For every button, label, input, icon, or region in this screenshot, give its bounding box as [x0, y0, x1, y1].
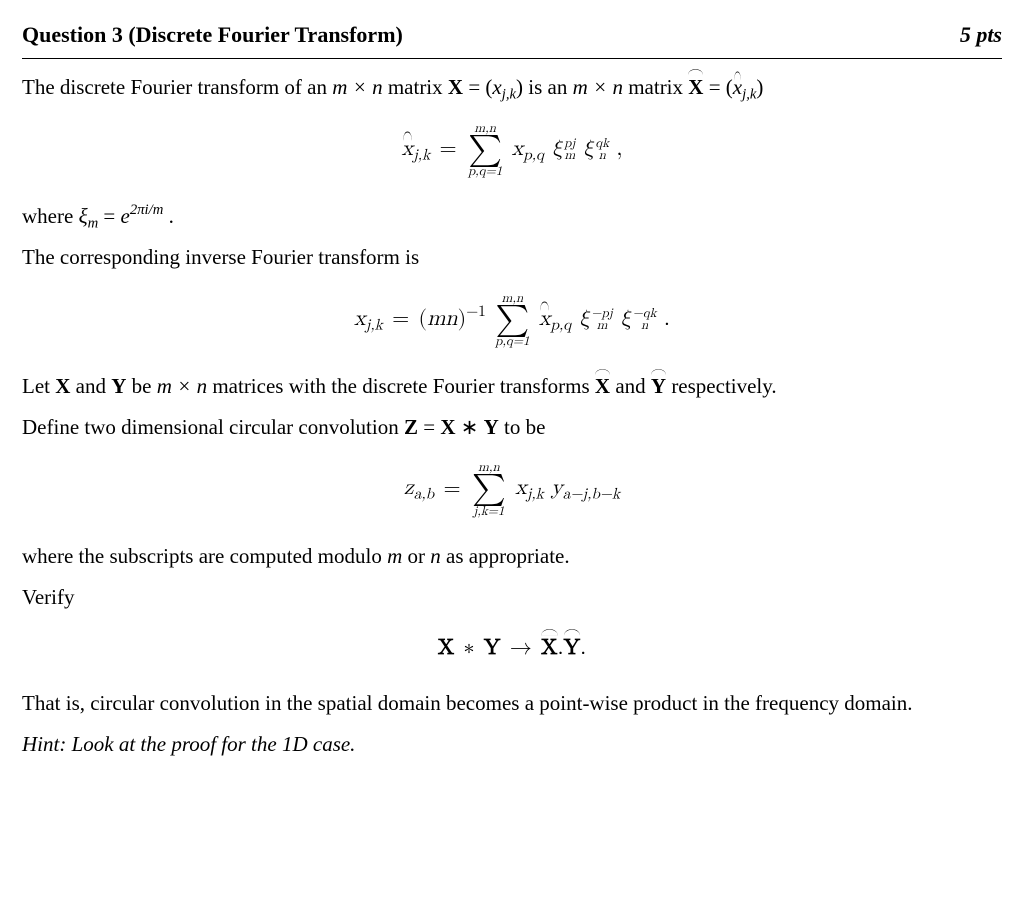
define-eq: = X ∗ Y	[423, 415, 499, 439]
xi-eq-e: = e	[103, 204, 129, 228]
eq3-x: x	[515, 478, 527, 500]
eq4-period: .	[580, 637, 586, 659]
where-text: where	[22, 204, 79, 228]
eq2-xi1-ss: −pjm	[591, 308, 612, 331]
question-title: Question 3 (Discrete Fourier Transform)	[22, 18, 403, 52]
eq4-arrow: →	[508, 637, 534, 659]
define-b: to be	[504, 415, 545, 439]
sigma-icon-2: ∑	[495, 306, 529, 335]
verify-paragraph: Verify	[22, 581, 1002, 614]
eq4-conv: ∗	[462, 637, 477, 659]
xi-definition: where ξm = e2πi/m .	[22, 200, 1002, 233]
eq3-sum: m,n ∑ j,k=1	[472, 461, 506, 518]
question-points: 5 pts	[960, 18, 1002, 52]
equation-result: X ∗ Y → X.Y.	[22, 631, 1002, 665]
equation-convolution: za,b = m,n ∑ j,k=1 xj,k ya−j,b−k	[22, 461, 1002, 518]
eq2-sum-bot: p,q=1	[495, 334, 529, 348]
subscripts-a: where the subscripts are computed modulo	[22, 544, 387, 568]
eq2-equals: =	[390, 308, 411, 330]
let-e: and	[615, 374, 651, 398]
eq1-xi2: ξ	[583, 138, 595, 160]
let-c: be	[132, 374, 157, 398]
eq3-y-sub: a−j,b−k	[563, 487, 620, 502]
eq1-xi2-ss: qkn	[595, 138, 609, 161]
let-Y: Y	[111, 374, 126, 398]
hint-paragraph: Hint: Look at the proof for the 1D case.	[22, 728, 1002, 761]
eq3-x-sub: j,k	[527, 487, 544, 502]
eq1-tail: ,	[616, 138, 622, 160]
subscripts-b: or	[408, 544, 431, 568]
let-a: Let	[22, 374, 55, 398]
let-f: respectively.	[671, 374, 776, 398]
eq2-lhs-x: x	[354, 308, 366, 330]
define-paragraph: Define two dimensional circular convolut…	[22, 411, 1002, 444]
X-eq: = (xj,k)	[468, 75, 523, 99]
inverse-intro: The corresponding inverse Fourier transf…	[22, 241, 1002, 274]
subscripts-c: as appropriate.	[446, 544, 570, 568]
sigma-icon-3: ∑	[472, 475, 506, 504]
eq4-X: X	[438, 637, 455, 659]
intro-text-c: is an	[528, 75, 572, 99]
eq2-tail: .	[664, 308, 670, 330]
eq1-xi1: ξ	[552, 138, 564, 160]
let-Xhat: X	[595, 370, 610, 403]
matrix-Xhat: X	[688, 71, 703, 104]
question-page: Question 3 (Discrete Fourier Transform) …	[0, 0, 1024, 905]
eq4-Y: Y	[484, 637, 501, 659]
eq3-y: y	[551, 478, 563, 500]
xi-var: ξ	[79, 204, 88, 228]
eq1-equals: =	[438, 138, 459, 160]
eq2-xi2: ξ	[620, 308, 632, 330]
sigma-icon: ∑	[468, 136, 502, 165]
eq1-sum: m,n ∑ p,q=1	[468, 122, 502, 179]
matrix-X: X	[448, 75, 463, 99]
define-a: Define two dimensional circular convolut…	[22, 415, 404, 439]
eq3-z: z	[404, 478, 414, 500]
eq4-Yhat: Y	[564, 631, 581, 665]
eq2-xi1: ξ	[579, 308, 591, 330]
eq1-lhs-x: x	[401, 132, 413, 166]
equation-idft: xj,k = (mn)−1 m,n ∑ p,q=1 xp,q ξ−pjm ξ−q…	[22, 292, 1002, 349]
subscripts-paragraph: where the subscripts are computed modulo…	[22, 540, 1002, 573]
eq1-xpq: x	[512, 138, 524, 160]
xi-sub: m	[88, 216, 99, 232]
eq1-xpq-sub: p,q	[523, 147, 544, 162]
equation-dft: xj,k = m,n ∑ p,q=1 xp,q ξpjm ξqkn ,	[22, 122, 1002, 179]
mxn-2: m × n	[573, 75, 623, 99]
let-paragraph: Let X and Y be m × n matrices with the d…	[22, 370, 1002, 403]
mxn-1: m × n	[332, 75, 382, 99]
intro-text-a: The discrete Fourier transform of an	[22, 75, 332, 99]
sub-n: n	[430, 544, 441, 568]
header-divider	[22, 58, 1002, 59]
eq4-Xhat: X	[541, 631, 558, 665]
let-X: X	[55, 374, 70, 398]
sub-m: m	[387, 544, 402, 568]
eq2-sum: m,n ∑ p,q=1	[495, 292, 529, 349]
let-d: matrices with the discrete Fourier trans…	[212, 374, 595, 398]
define-Z: Z	[404, 415, 418, 439]
eq3-eq: =	[442, 478, 470, 500]
conclusion-paragraph: That is, circular convolution in the spa…	[22, 687, 1002, 720]
eq3-sum-bot: j,k=1	[473, 504, 504, 518]
Xhat-eq: = (xj,k)	[709, 75, 764, 99]
eq2-mn: (mn)	[419, 308, 467, 330]
intro-text-b: matrix	[388, 75, 448, 99]
eq2-mn-sup: −1	[466, 303, 486, 318]
eq2-xhat-sub: p,q	[550, 317, 571, 332]
mxn-3: m × n	[157, 374, 207, 398]
xi-period: .	[169, 204, 174, 228]
let-b: and	[76, 374, 112, 398]
intro-paragraph: The discrete Fourier transform of an m ×…	[22, 71, 1002, 104]
eq1-sum-bot: p,q=1	[468, 164, 502, 178]
let-Yhat: Y	[651, 370, 666, 403]
eq3-z-sub: a,b	[414, 487, 435, 502]
intro-text-d: matrix	[628, 75, 688, 99]
eq2-xi2-ss: −qkn	[633, 308, 657, 331]
eq1-lhs-sub: j,k	[413, 147, 430, 162]
question-header: Question 3 (Discrete Fourier Transform) …	[22, 18, 1002, 58]
eq2-lhs-sub: j,k	[366, 317, 383, 332]
eq2-xhat: x	[539, 302, 551, 336]
xi-exp: 2πi/m	[130, 203, 163, 219]
eq1-xi1-ss: pjm	[564, 138, 575, 161]
